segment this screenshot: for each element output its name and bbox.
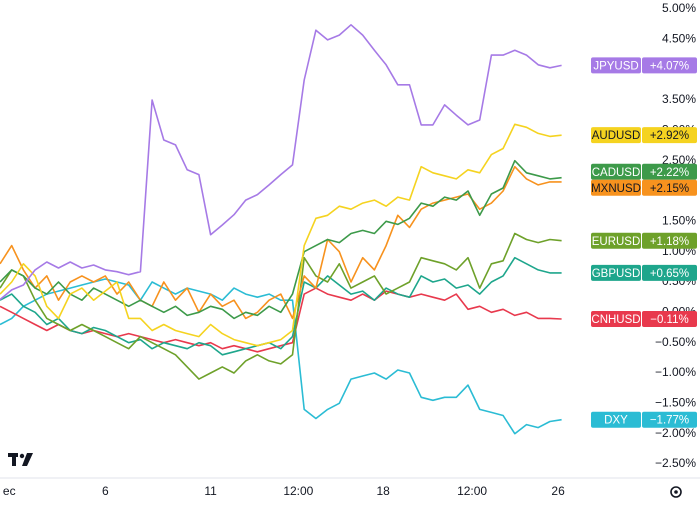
tag-value-label: −0.11% bbox=[650, 314, 688, 326]
price-tag: MXNUSD +2.15% bbox=[591, 179, 697, 196]
tag-name-box bbox=[591, 411, 641, 428]
y-tick-label: 5.00% bbox=[662, 1, 696, 15]
price-tag: EURUSD +1.18% bbox=[591, 232, 697, 249]
y-tick-label: −2.00% bbox=[655, 426, 696, 440]
x-tick-label: 11 bbox=[204, 484, 217, 498]
tag-value-box bbox=[642, 232, 697, 249]
tag-value-box bbox=[642, 127, 697, 144]
tag-name-box bbox=[591, 163, 641, 180]
series-line bbox=[0, 232, 562, 380]
tag-value-label: −1.77% bbox=[650, 415, 689, 427]
series-line bbox=[0, 256, 562, 356]
series-line bbox=[0, 123, 562, 347]
y-tick-label: −2.50% bbox=[655, 456, 696, 470]
y-tick-label: −0.50% bbox=[655, 335, 696, 349]
series-line bbox=[0, 278, 562, 435]
series-line bbox=[0, 24, 562, 301]
price-tag: CNHUSD −0.11% bbox=[591, 311, 697, 328]
series-line bbox=[0, 165, 562, 320]
legend-entry: DXY bbox=[604, 415, 628, 427]
tag-name-box bbox=[591, 127, 641, 144]
tag-value-label: +0.65% bbox=[650, 268, 689, 280]
tag-name-box bbox=[591, 179, 641, 196]
tag-value-box bbox=[642, 163, 697, 180]
legend-entry: MXNUSD bbox=[591, 183, 641, 195]
price-tag: JPYUSD +4.07% bbox=[591, 57, 697, 74]
tradingview-logo bbox=[8, 453, 33, 466]
x-tick-label: 26 bbox=[551, 484, 565, 498]
x-tick-label: 6 bbox=[102, 484, 109, 498]
tag-value-box bbox=[642, 179, 697, 196]
tag-value-box bbox=[642, 264, 697, 281]
tag-name-box bbox=[591, 232, 641, 249]
x-tick-label: ec bbox=[3, 484, 16, 498]
legend-entry: CNHUSD bbox=[591, 314, 640, 326]
tag-value-box bbox=[642, 311, 697, 328]
tag-value-label: +4.07% bbox=[650, 60, 689, 72]
tag-value-label: +2.22% bbox=[650, 167, 689, 179]
x-tick-label: 18 bbox=[376, 484, 390, 498]
y-tick-label: −1.00% bbox=[655, 365, 696, 379]
tag-name-box bbox=[591, 264, 641, 281]
tag-value-label: +2.15% bbox=[650, 183, 689, 195]
tag-value-label: +1.18% bbox=[650, 236, 689, 248]
price-tag: AUDUSD +2.92% bbox=[591, 127, 697, 144]
y-tick-label: 1.50% bbox=[662, 214, 696, 228]
tag-value-box bbox=[642, 411, 697, 428]
legend-entry: AUDUSD bbox=[592, 130, 641, 142]
y-tick-label: 2.50% bbox=[662, 153, 696, 167]
tag-value-label: +2.92% bbox=[650, 130, 689, 142]
legend-entry: CADUSD bbox=[592, 167, 641, 179]
y-tick-label: 4.50% bbox=[662, 32, 696, 46]
y-tick-label: −1.50% bbox=[655, 396, 696, 410]
x-tick-label: 12:00 bbox=[283, 484, 313, 498]
legend-entry: EURUSD bbox=[592, 236, 641, 248]
price-tag: GBPUSD +0.65% bbox=[591, 264, 697, 281]
price-tag: DXY −1.77% bbox=[591, 411, 697, 428]
tag-name-box bbox=[591, 311, 641, 328]
tag-value-box bbox=[642, 57, 697, 74]
legend-entry: JPYUSD bbox=[593, 60, 638, 72]
y-tick-label: 3.50% bbox=[662, 92, 696, 106]
series-line bbox=[0, 159, 562, 320]
tag-name-box bbox=[591, 57, 641, 74]
settings-icon[interactable] bbox=[670, 486, 682, 498]
price-tag: CADUSD +2.22% bbox=[591, 163, 697, 180]
x-tick-label: 12:00 bbox=[457, 484, 487, 498]
legend-entry: GBPUSD bbox=[592, 268, 641, 280]
